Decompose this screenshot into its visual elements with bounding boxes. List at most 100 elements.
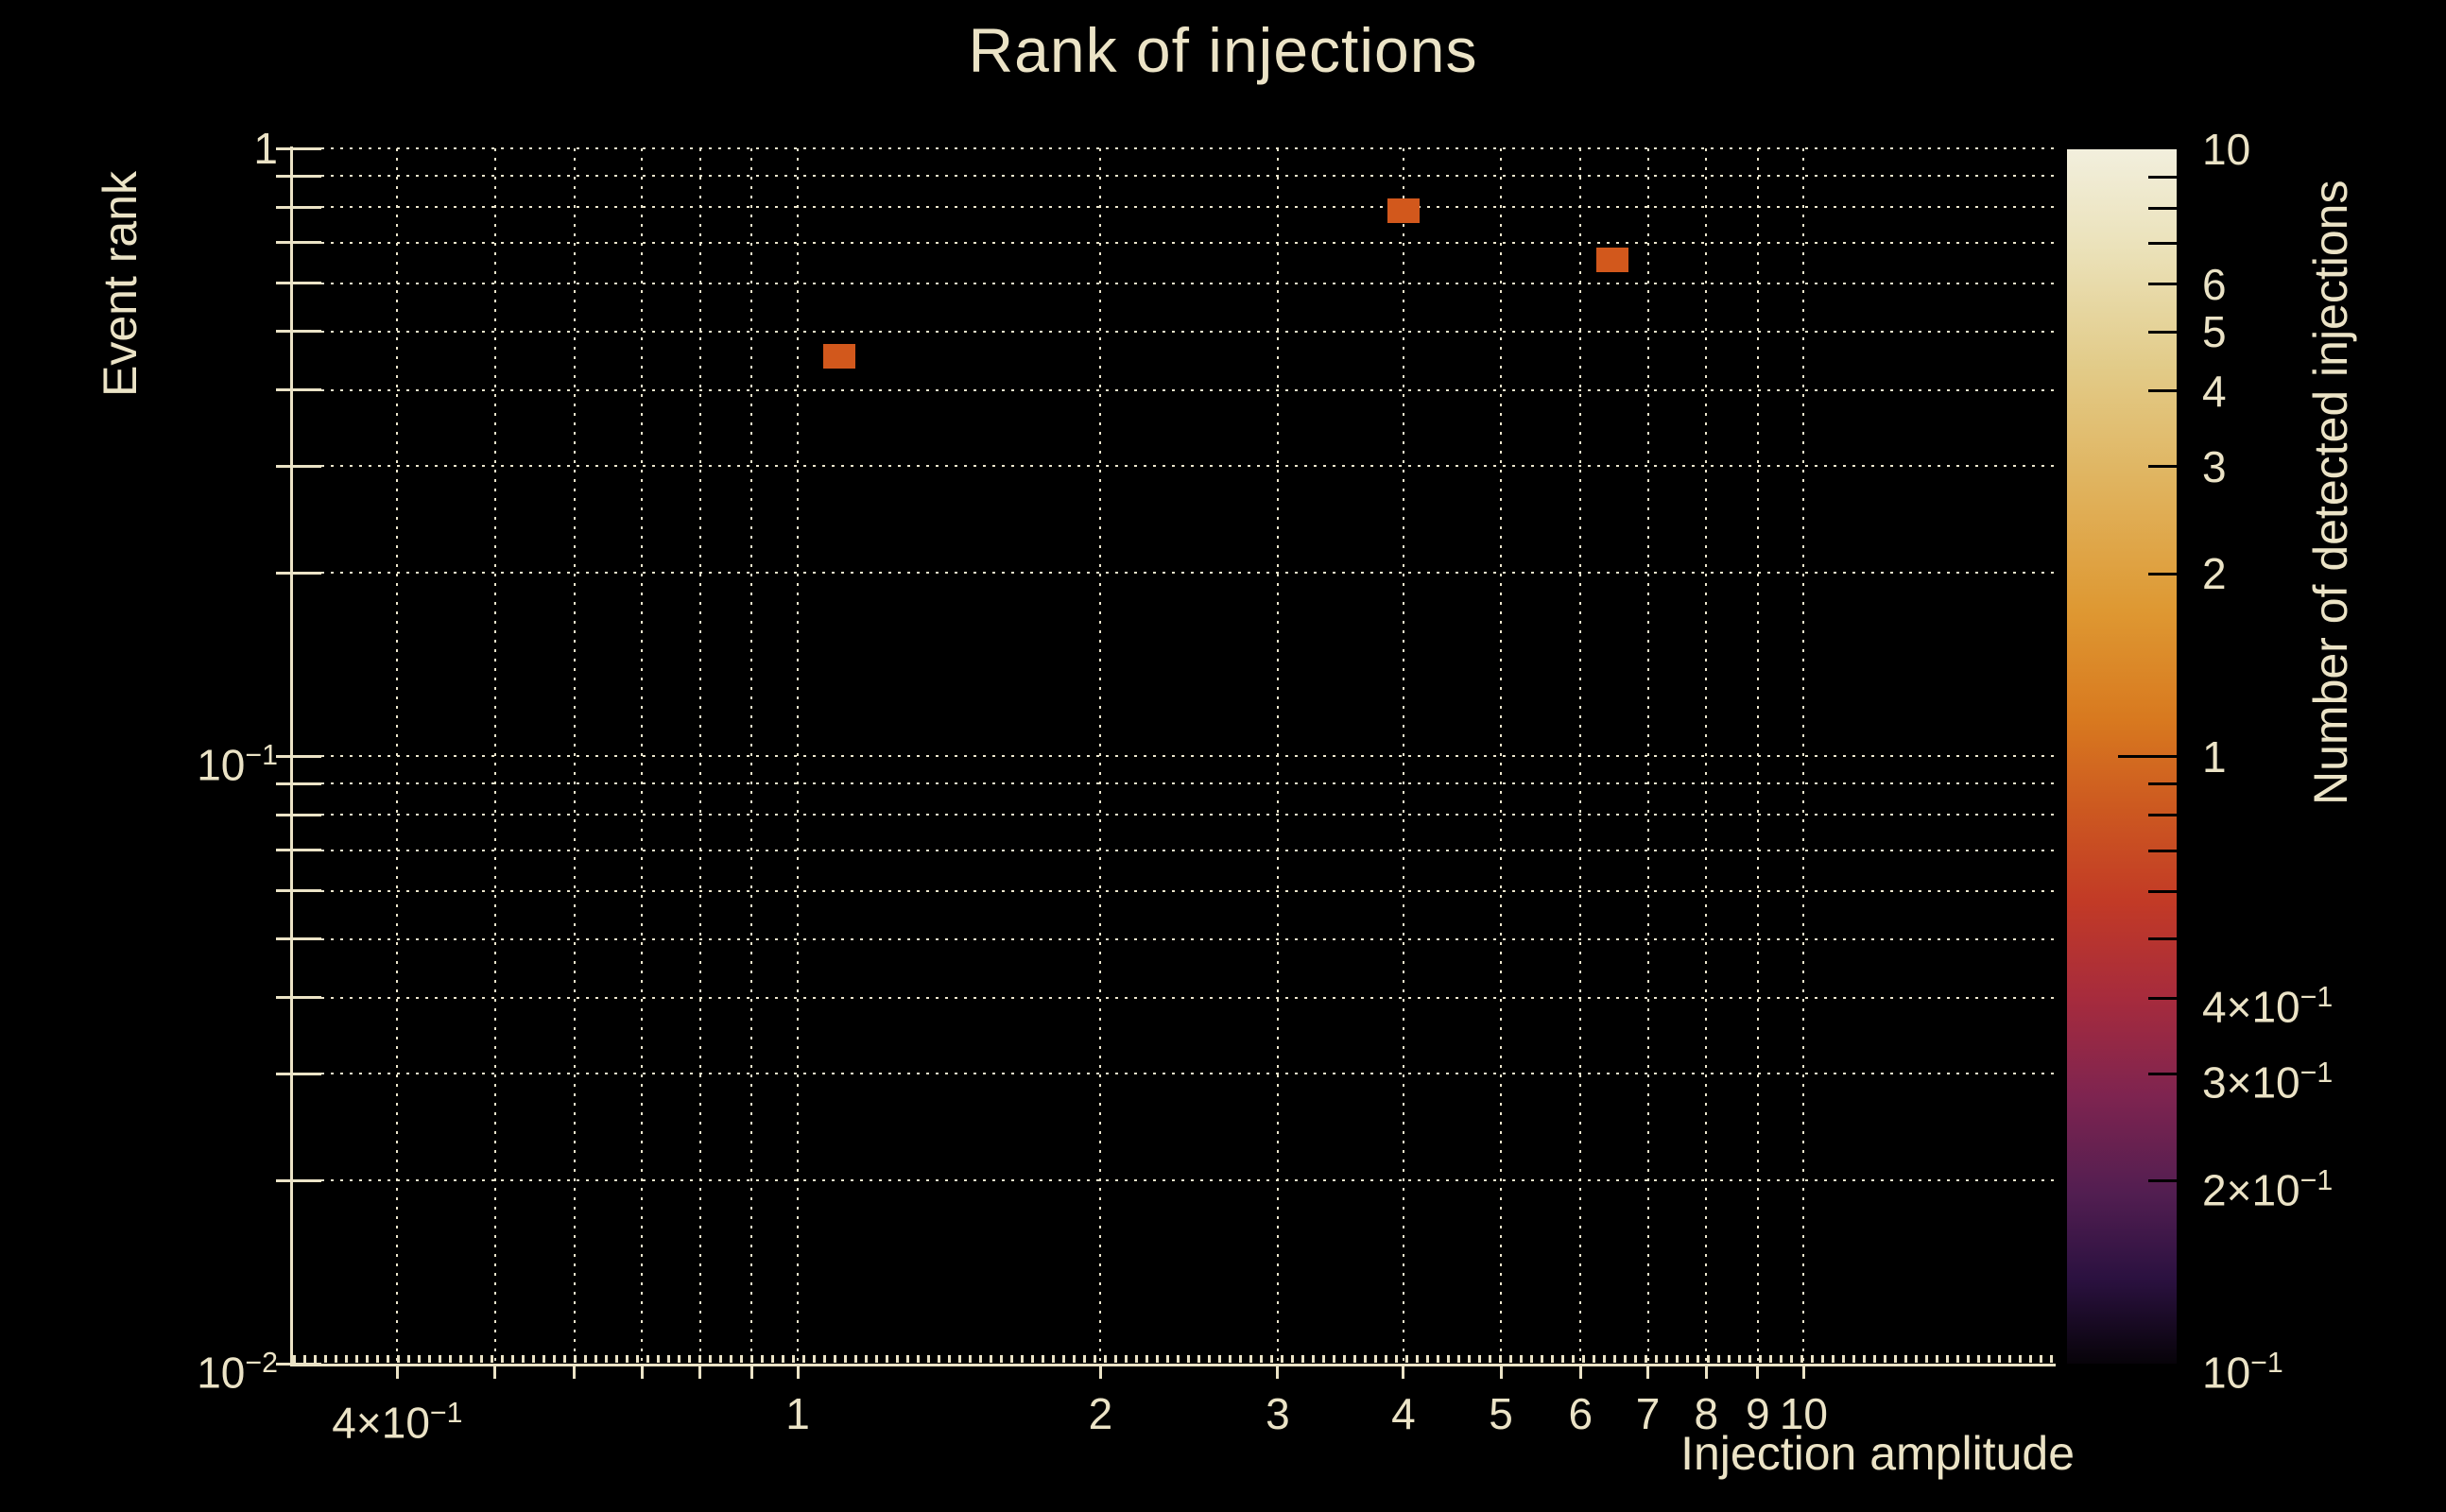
heatmap-cell [1595, 248, 1628, 273]
y-tick [276, 889, 321, 893]
x-tick-label: 4 [1391, 1389, 1416, 1438]
y-gridline [293, 330, 2056, 333]
colorbar-tick-label: 3 [2202, 441, 2227, 491]
x-tick [395, 1366, 399, 1379]
y-tick [276, 571, 321, 575]
heatmap-cell [1387, 198, 1420, 223]
y-tick [276, 754, 321, 758]
y-tick [276, 464, 321, 468]
colorbar-tick [2148, 1179, 2177, 1183]
x-tick [1756, 1366, 1760, 1379]
x-tick-label: 9 [1745, 1389, 1770, 1438]
colorbar-tick [2148, 1072, 2177, 1075]
colorbar-tick-label: 2×10−1 [2202, 1164, 2334, 1215]
y-tick [276, 205, 321, 209]
y-gridline [293, 206, 2056, 209]
heatmap-cell [823, 343, 856, 369]
colorbar-label: Number of detected injections [2304, 180, 2357, 805]
colorbar-tick [2148, 465, 2177, 469]
colorbar-tick-label: 6 [2202, 259, 2227, 309]
y-tick [276, 1072, 321, 1075]
x-tick-label: 7 [1635, 1389, 1661, 1438]
x-tick [1499, 1366, 1503, 1379]
y-gridline [293, 465, 2056, 468]
y-gridline [293, 937, 2056, 940]
colorbar-tick [2148, 206, 2177, 210]
colorbar-tick [2148, 782, 2177, 786]
x-tick-label: 3 [1266, 1389, 1290, 1438]
colorbar-tick-label: 5 [2202, 307, 2227, 357]
colorbar-tick-label: 1 [2202, 731, 2227, 782]
y-tick [276, 849, 321, 852]
y-gridline [293, 849, 2056, 851]
y-gridline [293, 889, 2056, 892]
x-tick [493, 1366, 497, 1379]
colorbar-tick-label: 4×10−1 [2202, 982, 2334, 1032]
x-tick [698, 1366, 702, 1379]
colorbar-tick-label: 10−1 [2202, 1348, 2283, 1398]
x-minor-ticks [293, 1355, 2056, 1363]
colorbar-tick [2148, 175, 2177, 179]
colorbar-tick [2148, 283, 2177, 286]
y-tick [276, 1178, 321, 1182]
colorbar-tick [2148, 242, 2177, 246]
colorbar-tick-label: 2 [2202, 549, 2227, 599]
y-gridline [293, 241, 2056, 244]
x-tick-label: 2 [1088, 1389, 1113, 1438]
y-gridline [293, 147, 2056, 149]
bottom-spine [290, 1364, 2056, 1366]
colorbar-tick [2118, 755, 2177, 758]
colorbar-tick [2148, 572, 2177, 576]
y-tick [276, 146, 321, 150]
colorbar-tick [2148, 889, 2177, 893]
y-tick [276, 388, 321, 392]
x-tick-label: 10 [1779, 1389, 1829, 1438]
y-tick [276, 282, 321, 285]
y-tick [276, 937, 321, 941]
x-tick [1578, 1366, 1582, 1379]
x-tick-label: 5 [1489, 1389, 1513, 1438]
y-tick [276, 1362, 321, 1366]
colorbar-tick [2148, 330, 2177, 334]
chart-title: Rank of injections [968, 15, 1478, 85]
x-tick [573, 1366, 577, 1379]
x-tick [796, 1366, 800, 1379]
colorbar-tick [2148, 814, 2177, 817]
x-tick-label: 8 [1694, 1389, 1719, 1438]
colorbar-tick-label: 4 [2202, 366, 2227, 416]
colorbar-tick [2148, 996, 2177, 1000]
x-tick [1646, 1366, 1650, 1379]
x-tick [1098, 1366, 1102, 1379]
y-gridline [293, 175, 2056, 178]
y-tick [276, 996, 321, 1000]
x-tick [1801, 1366, 1805, 1379]
x-tick [749, 1366, 753, 1379]
y-gridline [293, 755, 2056, 757]
y-gridline [293, 1179, 2056, 1182]
x-tick-label: 4×10−1 [332, 1398, 463, 1448]
colorbar-tick-label: 10 [2202, 125, 2251, 174]
y-gridline [293, 782, 2056, 785]
x-tick [1402, 1366, 1405, 1379]
y-gridline [293, 388, 2056, 391]
x-tick-label: 6 [1568, 1389, 1593, 1438]
x-tick [640, 1366, 644, 1379]
y-gridline [293, 282, 2056, 284]
colorbar-tick-label: 3×10−1 [2202, 1057, 2334, 1108]
colorbar-tick [2148, 389, 2177, 393]
y-tick [276, 330, 321, 334]
y-tick-label: 10−2 [197, 1348, 278, 1398]
y-tick-label: 10−1 [197, 740, 278, 790]
colorbar-tick [2148, 937, 2177, 941]
y-tick [276, 174, 321, 178]
y-gridline [293, 1073, 2056, 1075]
y-tick [276, 241, 321, 245]
y-gridline [293, 572, 2056, 575]
y-gridline [293, 814, 2056, 816]
x-tick-label: 1 [785, 1389, 810, 1438]
x-axis-label: Injection amplitude [1680, 1427, 2075, 1480]
x-tick [1276, 1366, 1280, 1379]
y-tick [276, 813, 321, 816]
colorbar-tick [2148, 849, 2177, 852]
